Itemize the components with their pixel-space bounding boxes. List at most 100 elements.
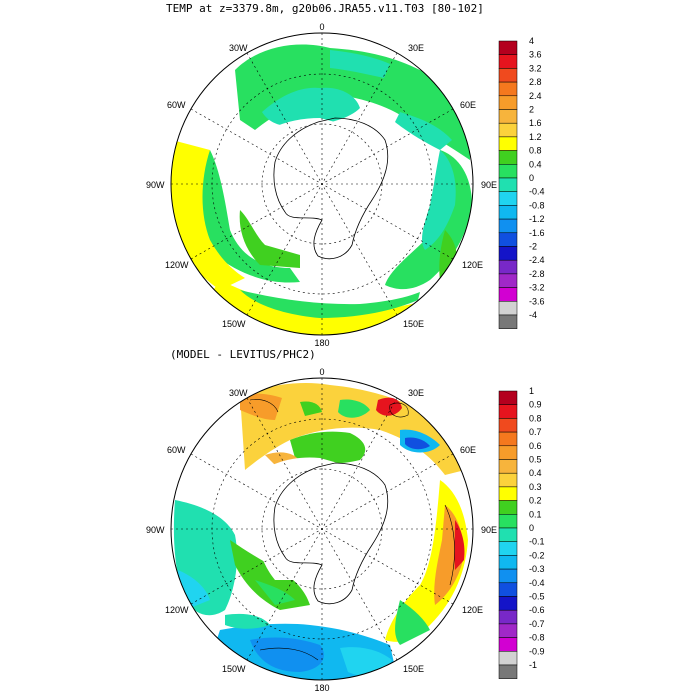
colorbar-tick-label: 0 (529, 523, 534, 533)
colorbar-swatch (498, 609, 518, 625)
top-overlay (170, 32, 474, 336)
top-lon-label: 0 (319, 22, 324, 32)
colorbar-swatch (498, 301, 518, 316)
colorbar-swatch (498, 205, 518, 220)
colorbar-swatch (498, 431, 518, 447)
colorbar-tick-label: -2.4 (529, 255, 545, 265)
colorbar-tick-label: -3.2 (529, 283, 545, 293)
colorbar-tick-label: 0.8 (529, 146, 542, 156)
bottom-lon-label: 60W (167, 445, 186, 455)
colorbar-tick-label: 0.8 (529, 413, 542, 423)
colorbar-tick-label: -1.2 (529, 214, 545, 224)
colorbar-tick-label: -0.5 (529, 592, 545, 602)
colorbar-tick-label: -4 (529, 310, 537, 320)
colorbar-swatch (498, 136, 518, 151)
top-lon-label: 150W (222, 319, 246, 329)
top-lon-label: 60E (460, 100, 476, 110)
top-title: TEMP at z=3379.8m, g20b06.JRA55.v11.T03 … (166, 2, 484, 15)
colorbar-tick-label: 0.1 (529, 509, 542, 519)
colorbar-swatch (498, 445, 518, 460)
colorbar-tick-label: -0.8 (529, 200, 545, 210)
colorbar-tick-label: 0.5 (529, 455, 542, 465)
colorbar-tick-label: 0.4 (529, 468, 542, 478)
top-lon-label: 30W (229, 43, 248, 53)
colorbar-tick-label: -0.4 (529, 187, 545, 197)
colorbar-tick-label: 4 (529, 36, 534, 46)
bottom-colorbar: 1 0.9 0.8 0.7 0.6 0.5 0.4 0.3 0.2 0.1 0 -0.1 -0.2 -0.… (498, 386, 545, 679)
colorbar-tick-label: -0.9 (529, 646, 545, 656)
colorbar-swatch (498, 555, 518, 570)
colorbar-swatch (498, 259, 518, 275)
colorbar-tick-label: -0.4 (529, 578, 545, 588)
colorbar-swatch (498, 390, 518, 405)
colorbar-tick-label: -1.6 (529, 228, 545, 238)
colorbar-swatch (498, 623, 518, 638)
bottom-lon-label: 30E (408, 388, 424, 398)
colorbar-swatch (498, 459, 518, 474)
bottom-lon-label: 0 (319, 367, 324, 377)
colorbar-tick-label: -1 (529, 660, 537, 670)
colorbar-tick-label: 1.2 (529, 132, 542, 142)
colorbar-tick-label: -0.3 (529, 564, 545, 574)
top-lon-label: 90E (481, 180, 497, 190)
top-lon-label: 30E (408, 43, 424, 53)
colorbar-swatch (498, 68, 518, 83)
top-lon-label: 120E (462, 260, 483, 270)
colorbar-swatch (498, 232, 518, 247)
colorbar-tick-label: -0.7 (529, 619, 545, 629)
colorbar-tick-label: 2 (529, 105, 534, 115)
top-map (171, 33, 473, 335)
colorbar-tick-label: 0 (529, 173, 534, 183)
colorbar-swatch (498, 191, 518, 206)
colorbar-tick-label: 0.4 (529, 159, 542, 169)
colorbar-swatch (498, 527, 518, 542)
colorbar-swatch (498, 246, 518, 261)
colorbar-swatch (498, 637, 518, 652)
top-lon-label: 180 (314, 338, 329, 348)
colorbar-swatch (498, 472, 518, 488)
colorbar-tick-label: 0.7 (529, 427, 542, 437)
colorbar-swatch (498, 486, 518, 501)
colorbar-swatch (498, 568, 518, 584)
colorbar-swatch (498, 164, 518, 179)
colorbar-swatch (498, 95, 518, 110)
colorbar-tick-label: 0.9 (529, 400, 542, 410)
colorbar-swatch (498, 582, 518, 597)
colorbar-tick-label: 2.4 (529, 91, 542, 101)
colorbar-swatch (498, 314, 518, 329)
colorbar-swatch (498, 177, 518, 192)
colorbar-swatch (498, 404, 518, 419)
colorbar-tick-label: 0.3 (529, 482, 542, 492)
colorbar-tick-label: 3.2 (529, 63, 542, 73)
colorbar-tick-label: 0.6 (529, 441, 542, 451)
colorbar-swatch (498, 54, 518, 69)
top-lon-label: 120W (165, 260, 189, 270)
colorbar-swatch (498, 514, 518, 529)
colorbar-tick-label: 3.6 (529, 50, 542, 60)
bottom-lon-label: 90W (146, 525, 165, 535)
colorbar-swatch (498, 541, 518, 556)
colorbar-tick-label: 1.6 (529, 118, 542, 128)
colorbar-tick-label: 2.8 (529, 77, 542, 87)
top-lon-label: 90W (146, 180, 165, 190)
top-lon-label: 150E (403, 319, 424, 329)
colorbar-tick-label: -2 (529, 242, 537, 252)
colorbar-swatch (498, 500, 518, 515)
colorbar-tick-label: -0.8 (529, 633, 545, 643)
bottom-overlay (170, 377, 474, 681)
bottom-lon-label: 90E (481, 525, 497, 535)
bottom-lon-label: 180 (314, 683, 329, 693)
colorbar-swatch (498, 651, 518, 666)
colorbar-tick-label: -0.1 (529, 537, 545, 547)
colorbar-swatch (498, 122, 518, 138)
colorbar-swatch (498, 81, 518, 97)
bottom-title: (MODEL - LEVITUS/PHC2) (170, 348, 316, 361)
bottom-lon-label: 150E (403, 664, 424, 674)
top-colorbar: 4 3.6 3.2 2.8 2.4 2 1.6 1.2 0.8 0.4 0 -0.4 -0.8 -1.2 -… (498, 36, 545, 329)
colorbar-tick-label: -0.6 (529, 605, 545, 615)
colorbar-tick-label: 0.2 (529, 496, 542, 506)
colorbar-swatch (498, 287, 518, 302)
colorbar-swatch (498, 273, 518, 288)
colorbar-swatch (498, 40, 518, 55)
